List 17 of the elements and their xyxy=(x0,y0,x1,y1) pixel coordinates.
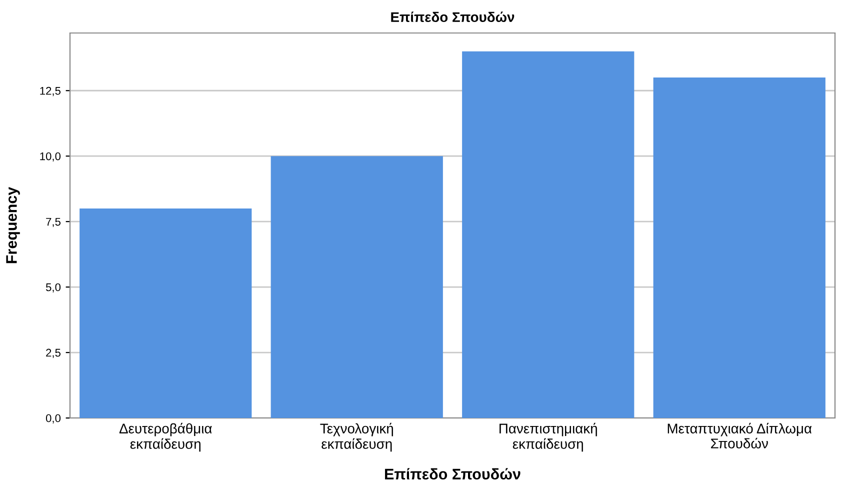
y-tick-label: 0,0 xyxy=(46,414,61,424)
bar xyxy=(80,208,252,418)
x-tick-label: Δευτεροβάθμια εκπαίδευση xyxy=(119,422,212,452)
bar xyxy=(653,78,826,418)
y-tick-label: 7,5 xyxy=(46,218,61,228)
y-tick-label: 5,0 xyxy=(46,283,61,292)
bar xyxy=(462,51,634,418)
x-tick-label: Μεταπτυχιακό Δίπλωμα Σπουδών xyxy=(668,422,812,448)
bar xyxy=(270,156,443,418)
y-tick-label: 2,5 xyxy=(46,348,61,358)
y-tick-label: 12,5 xyxy=(40,86,61,96)
y-axis-title: Frequency xyxy=(6,186,20,264)
x-tick-label: Τεχνολογική εκπαίδευση xyxy=(320,422,393,452)
y-tick-label: 10,0 xyxy=(40,152,61,162)
chart-title: Επίπεδο Σπουδών xyxy=(391,12,514,22)
x-axis-title: Επίπεδο Σπουδών xyxy=(385,468,520,480)
x-tick-label: Πανεπιστημιακή εκπαίδευση xyxy=(500,422,597,452)
